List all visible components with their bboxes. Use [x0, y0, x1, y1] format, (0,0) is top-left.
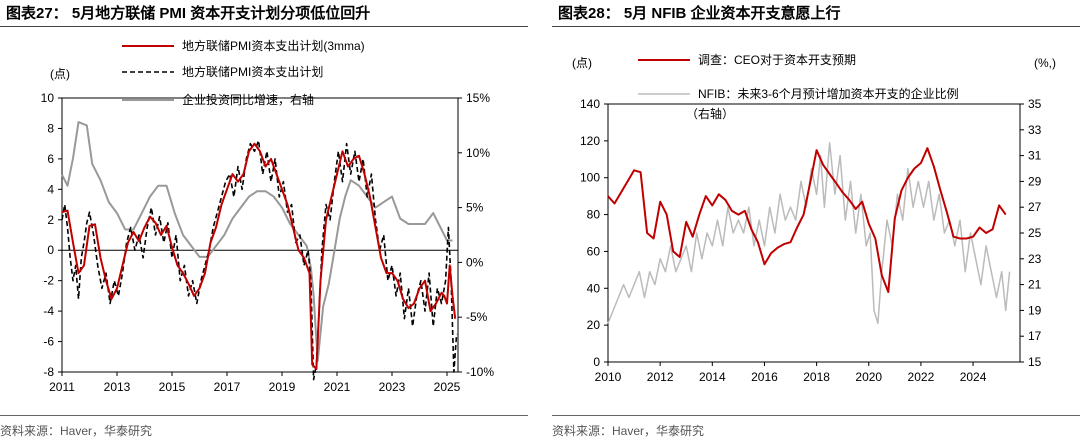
left-x-tick-label: 2019: [269, 380, 296, 394]
left-right-tick-label: -5%: [466, 310, 488, 324]
right-right-unit-label: (%,): [1034, 56, 1056, 70]
left-left-tick-label: 0: [47, 243, 54, 257]
right-legend-label-1: 调查：CEO对于资本开支预期: [698, 53, 856, 67]
left-chart-title: 图表27： 5月地方联储 PMI 资本开支计划分项低位回升: [6, 5, 371, 22]
right-series-line-2: [607, 141, 1011, 325]
right-right-tick-label: 35: [1028, 97, 1042, 111]
left-left-tick-label: 6: [47, 152, 54, 166]
right-right-tick-label: 17: [1028, 329, 1042, 343]
left-x-tick-label: 2023: [379, 380, 406, 394]
left-x-tick-label: 2021: [324, 380, 351, 394]
right-legend-label-2: NFIB：未来3-6个月预计增加资本开支的企业比例: [698, 86, 959, 101]
left-series-line-2: [61, 139, 458, 381]
right-chart-title: 图表28： 5月 NFIB 企业资本开支意愿上行: [558, 5, 841, 22]
right-left-tick-label: 40: [587, 281, 601, 295]
right-left-tick-label: 100: [580, 171, 600, 185]
left-right-tick-label: 0%: [466, 255, 484, 269]
right-x-tick-label: 2012: [647, 370, 674, 384]
left-title-rule: [0, 26, 528, 27]
right-series-line-1: [607, 147, 1007, 293]
left-left-unit-label: (点): [50, 67, 70, 81]
right-right-tick-label: 15: [1028, 355, 1042, 369]
right-right-tick-label: 23: [1028, 252, 1042, 266]
left-series-line-1: [61, 142, 457, 370]
left-left-tick-label: 10: [41, 91, 55, 105]
left-left-tick-label: -6: [43, 335, 54, 349]
left-series-line-3: [61, 121, 453, 362]
right-x-tick-label: 2014: [699, 370, 726, 384]
right-chart: 140 120 100 80 60 40 20 0 35 33 31 29 27 25 23 21 19 17 15…: [572, 53, 1056, 384]
right-left-tick-label: 80: [587, 208, 601, 222]
right-legend-label-3: （右轴）: [686, 106, 734, 121]
right-left-tick-label: 140: [580, 97, 600, 111]
right-x-tick-label: 2022: [908, 370, 935, 384]
left-x-tick-label: 2025: [434, 380, 461, 394]
right-left-tick-label: 120: [580, 134, 600, 148]
right-right-tick-label: 19: [1028, 303, 1042, 317]
left-right-tick-label: 15%: [466, 91, 490, 105]
left-chart: 10 8 6 4 2 0 -2 -4 -6 -8 15% 10% 5% 0% -5% -10% 2011 2013…: [41, 38, 495, 394]
right-right-tick-label: 31: [1028, 149, 1042, 163]
left-left-tick-label: 4: [47, 182, 54, 196]
left-chart-panel: 图表27： 5月地方联储 PMI 资本开支计划分项低位回升 10 8 6 4 2 0 -2 -…: [0, 0, 528, 444]
left-right-tick-label: 5%: [466, 201, 484, 215]
right-right-tick-label: 29: [1028, 174, 1042, 188]
left-left-tick-label: -4: [43, 304, 54, 318]
left-x-tick-label: 2013: [104, 380, 131, 394]
right-x-tick-label: 2018: [803, 370, 830, 384]
left-plot-frame: [61, 97, 459, 373]
left-legend-label-3: 企业投资同比增速，右轴: [182, 92, 314, 107]
left-right-tick-label: 10%: [466, 146, 490, 160]
left-x-tick-label: 2015: [159, 380, 186, 394]
right-left-unit-label: (点): [572, 56, 592, 70]
left-source-rule: [0, 415, 528, 416]
left-left-tick-label: -2: [43, 274, 54, 288]
right-right-tick-label: 21: [1028, 278, 1042, 292]
right-title-rule: [552, 26, 1080, 27]
left-left-tick-label: -8: [43, 365, 54, 379]
right-right-tick-label: 33: [1028, 123, 1042, 137]
right-source-note: 资料来源：Haver，华泰研究: [552, 424, 705, 438]
right-x-tick-label: 2016: [751, 370, 778, 384]
left-left-tick-label: 8: [47, 121, 54, 135]
right-left-tick-label: 20: [587, 318, 601, 332]
left-legend-label-2: 地方联储PMI资本支出计划: [182, 64, 323, 79]
right-right-tick-label: 27: [1028, 200, 1042, 214]
right-source-rule: [552, 415, 1080, 416]
left-right-tick-label: -10%: [466, 365, 494, 379]
left-source-note: 资料来源：Haver，华泰研究: [0, 424, 153, 438]
right-left-tick-label: 0: [593, 355, 600, 369]
right-right-tick-label: 25: [1028, 226, 1042, 240]
right-chart-panel: 图表28： 5月 NFIB 企业资本开支意愿上行 140 120 100 80 60 40…: [552, 0, 1080, 444]
right-x-tick-label: 2020: [855, 370, 882, 384]
left-x-tick-label: 2011: [49, 380, 75, 394]
right-x-tick-label: 2010: [595, 370, 622, 384]
left-legend-label-1: 地方联储PMI资本支出计划(3mma): [182, 38, 365, 53]
right-left-tick-label: 60: [587, 244, 601, 258]
right-x-tick-label: 2024: [960, 370, 987, 384]
left-x-tick-label: 2017: [214, 380, 241, 394]
left-left-tick-label: 2: [47, 213, 54, 227]
